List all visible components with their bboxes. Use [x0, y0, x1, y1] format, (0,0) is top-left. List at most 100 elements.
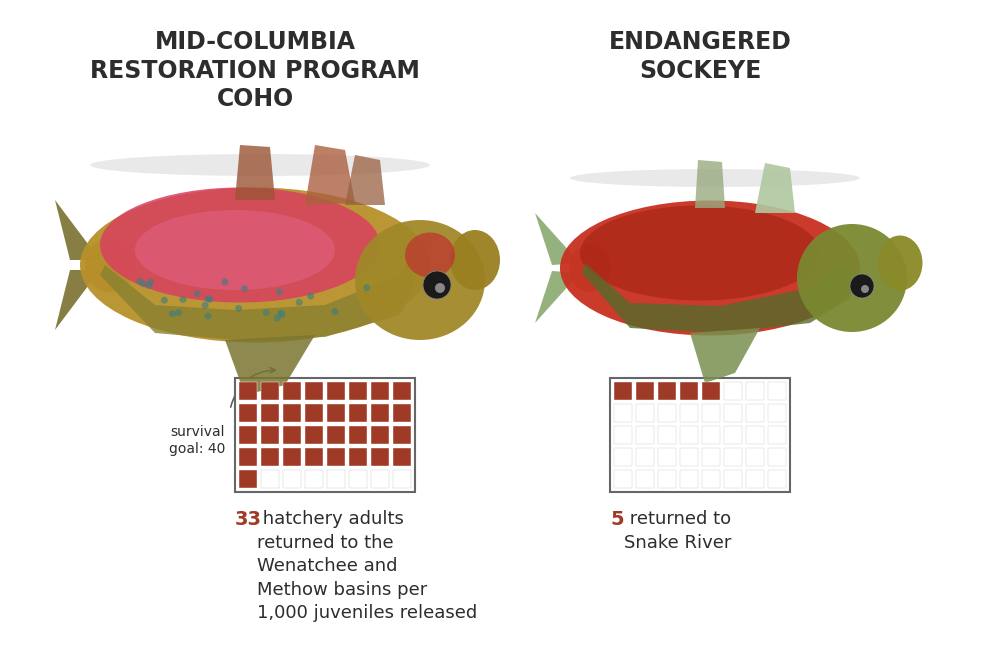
Ellipse shape	[797, 224, 907, 332]
Circle shape	[276, 288, 283, 295]
Polygon shape	[100, 260, 415, 340]
Bar	[746, 448, 764, 466]
Bar	[658, 470, 676, 488]
Circle shape	[241, 285, 248, 292]
Bar	[702, 382, 720, 400]
Bar	[614, 470, 632, 488]
Polygon shape	[225, 335, 315, 395]
Circle shape	[308, 293, 314, 299]
Ellipse shape	[90, 154, 430, 176]
Circle shape	[435, 283, 445, 293]
Bar	[283, 382, 301, 400]
Circle shape	[137, 278, 144, 285]
Bar	[283, 404, 301, 422]
Text: 33: 33	[235, 510, 262, 529]
Bar	[680, 382, 698, 400]
Bar	[768, 470, 786, 488]
Bar	[283, 470, 301, 488]
Bar	[614, 404, 632, 422]
Bar	[746, 382, 764, 400]
Bar	[702, 448, 720, 466]
Bar	[746, 470, 764, 488]
Circle shape	[176, 309, 183, 316]
Bar	[261, 404, 279, 422]
Ellipse shape	[100, 188, 380, 303]
Bar	[636, 448, 654, 466]
Bar	[658, 404, 676, 422]
Bar	[768, 448, 786, 466]
Bar	[371, 404, 389, 422]
Bar	[724, 426, 742, 444]
Bar	[371, 382, 389, 400]
Bar	[261, 382, 279, 400]
Text: MID-COLUMBIA
RESTORATION PROGRAM
COHO: MID-COLUMBIA RESTORATION PROGRAM COHO	[90, 30, 420, 112]
Bar	[680, 448, 698, 466]
Bar	[349, 426, 367, 444]
Ellipse shape	[355, 220, 485, 340]
Bar	[746, 426, 764, 444]
Circle shape	[278, 310, 285, 317]
Ellipse shape	[80, 188, 430, 342]
Bar	[724, 470, 742, 488]
Polygon shape	[55, 270, 100, 330]
Bar	[393, 470, 411, 488]
Bar	[327, 448, 345, 466]
Bar	[680, 426, 698, 444]
Bar	[724, 382, 742, 400]
Bar	[658, 426, 676, 444]
Circle shape	[193, 290, 200, 297]
Bar	[283, 448, 301, 466]
Bar	[239, 382, 257, 400]
Polygon shape	[55, 200, 100, 260]
Bar	[393, 382, 411, 400]
Bar	[768, 426, 786, 444]
Ellipse shape	[405, 233, 455, 278]
Circle shape	[861, 285, 869, 293]
Bar	[614, 448, 632, 466]
Bar	[261, 426, 279, 444]
Ellipse shape	[570, 169, 860, 187]
Bar	[371, 470, 389, 488]
Circle shape	[161, 297, 168, 303]
Bar	[636, 382, 654, 400]
Bar	[371, 448, 389, 466]
Bar	[239, 448, 257, 466]
Polygon shape	[235, 145, 275, 200]
Bar	[702, 470, 720, 488]
Ellipse shape	[878, 235, 923, 290]
Bar	[239, 470, 257, 488]
Bar	[261, 470, 279, 488]
Bar	[702, 426, 720, 444]
Circle shape	[423, 271, 451, 299]
Bar	[349, 448, 367, 466]
Bar	[305, 448, 323, 466]
Circle shape	[201, 302, 208, 309]
Circle shape	[363, 284, 370, 291]
Ellipse shape	[85, 237, 135, 293]
Circle shape	[850, 274, 874, 298]
Bar	[702, 404, 720, 422]
Bar	[371, 426, 389, 444]
Bar	[636, 470, 654, 488]
Bar	[724, 448, 742, 466]
Bar	[636, 426, 654, 444]
Circle shape	[331, 308, 338, 315]
Bar	[680, 404, 698, 422]
Ellipse shape	[135, 210, 335, 290]
Bar	[239, 404, 257, 422]
Bar	[235, 378, 415, 492]
Circle shape	[140, 280, 147, 287]
Circle shape	[180, 296, 186, 303]
Polygon shape	[695, 160, 725, 208]
Polygon shape	[345, 155, 385, 205]
Bar	[305, 382, 323, 400]
Bar	[349, 382, 367, 400]
Polygon shape	[305, 145, 355, 205]
Ellipse shape	[569, 244, 611, 292]
Circle shape	[204, 295, 211, 303]
Bar	[239, 426, 257, 444]
Circle shape	[204, 313, 211, 319]
Bar	[305, 426, 323, 444]
Bar	[768, 382, 786, 400]
Bar	[349, 404, 367, 422]
